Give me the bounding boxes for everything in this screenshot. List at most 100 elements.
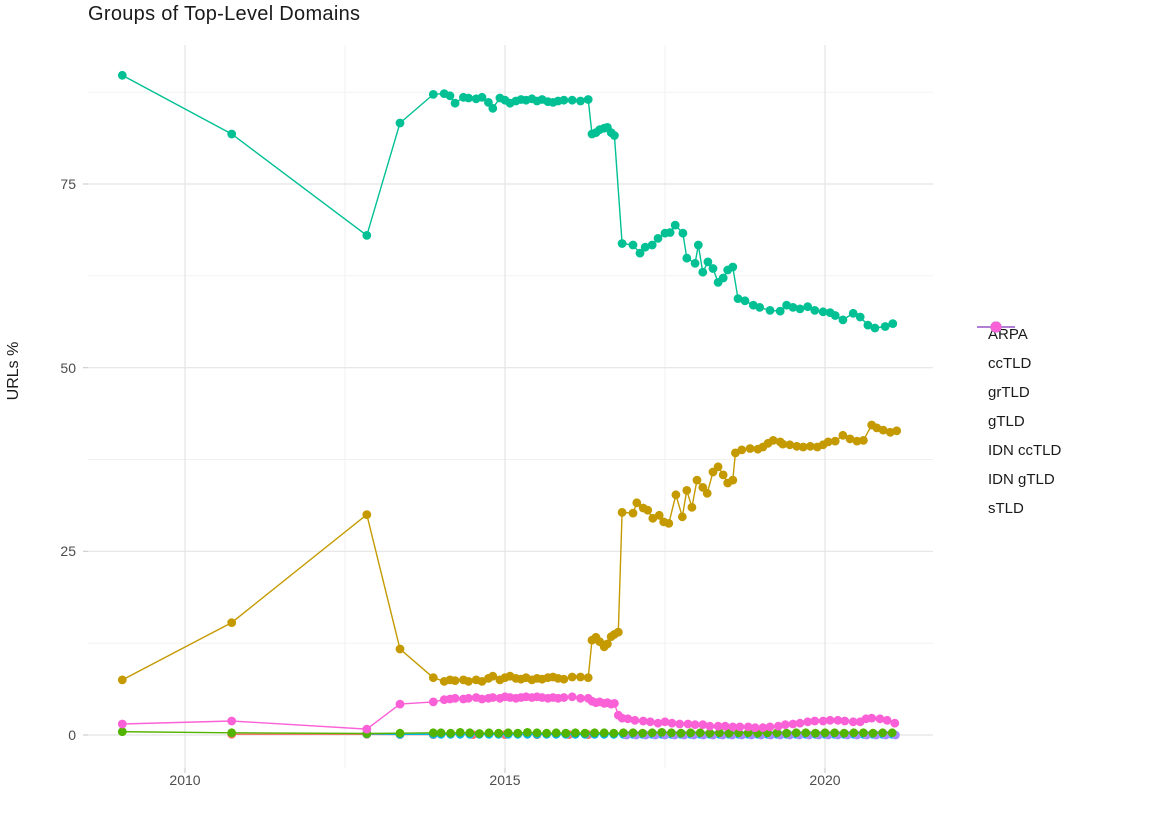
data-point (464, 693, 473, 703)
data-point (892, 426, 902, 436)
data-point (743, 722, 753, 732)
data-point (718, 273, 728, 283)
data-point (638, 716, 648, 726)
data-point (782, 728, 791, 738)
data-point (117, 719, 127, 729)
data-point (686, 728, 695, 738)
data-point (623, 714, 633, 724)
data-point (682, 253, 692, 263)
data-point (227, 728, 237, 738)
data-point (792, 441, 802, 451)
data-point (464, 677, 473, 686)
data-point (576, 693, 585, 703)
data-point (830, 436, 840, 446)
data-point (810, 716, 820, 726)
data-point (702, 488, 712, 498)
data-point (559, 95, 569, 105)
legend-item-grTLD: grTLD (976, 321, 1061, 407)
data-point (745, 444, 755, 453)
data-point (670, 220, 680, 230)
data-point (705, 728, 715, 738)
data-point (667, 718, 677, 728)
data-point (859, 728, 868, 738)
data-point (785, 440, 795, 450)
data-point (878, 425, 888, 435)
legend: ARPA ccTLD grTLD gTLD IDN ccTLD IDN gTLD sTLD (976, 320, 1061, 523)
data-point (705, 721, 715, 731)
data-point (728, 722, 738, 732)
data-point (798, 442, 808, 452)
data-point (818, 716, 828, 726)
data-point (682, 486, 692, 495)
data-point (488, 693, 498, 702)
x-tick-label: 2020 (809, 772, 841, 788)
data-point (878, 728, 887, 738)
data-point (395, 644, 405, 654)
data-point (852, 436, 862, 446)
data-point (803, 717, 813, 727)
data-point (765, 722, 775, 732)
data-point (755, 303, 765, 312)
data-point (638, 728, 647, 738)
data-point (890, 718, 900, 728)
data-point (475, 729, 484, 738)
data-point (692, 475, 702, 485)
data-point (551, 728, 561, 738)
data-point (428, 90, 438, 99)
data-point (788, 719, 798, 729)
data-point (428, 728, 438, 738)
data-point (840, 716, 850, 726)
data-point (645, 717, 655, 727)
data-point (735, 722, 745, 732)
data-point (653, 234, 663, 243)
legend-label: gTLD (988, 413, 1025, 430)
data-point (428, 697, 438, 707)
data-point (830, 728, 839, 738)
data-point (737, 445, 747, 455)
data-point (811, 728, 820, 738)
data-point (523, 728, 532, 737)
data-point (576, 672, 585, 682)
data-point (693, 240, 703, 250)
data-point (838, 430, 848, 440)
data-point (773, 721, 783, 731)
data-point (791, 728, 801, 738)
data-point (227, 129, 237, 139)
data-point (859, 436, 868, 445)
data-point (542, 728, 551, 738)
data-point (715, 728, 724, 738)
data-point (643, 505, 653, 515)
data-point (561, 728, 571, 738)
data-point (855, 312, 865, 322)
data-point (805, 441, 815, 451)
data-point (687, 502, 697, 512)
data-point (665, 228, 675, 237)
data-point (617, 508, 627, 517)
y-tick-label: 75 (60, 175, 76, 192)
data-point (695, 728, 705, 738)
data-point (590, 728, 599, 738)
data-point (676, 728, 686, 738)
data-point (464, 93, 473, 103)
legend-item-ccTLD: ccTLD (976, 321, 1061, 378)
data-point (845, 434, 855, 444)
data-point (630, 715, 640, 725)
data-point (583, 95, 593, 104)
data-point (571, 728, 580, 738)
data-point (758, 723, 768, 733)
chart-title: Groups of Top-Level Domains (88, 3, 361, 25)
data-point (484, 728, 494, 738)
data-point (580, 728, 590, 738)
data-point (654, 510, 664, 520)
data-point (653, 718, 663, 728)
data-point (395, 699, 405, 709)
data-point (778, 439, 788, 449)
data-point (628, 240, 638, 250)
y-tick-label: 0 (68, 727, 76, 743)
series-ccTLD (117, 420, 902, 686)
data-point (690, 258, 700, 268)
data-point (436, 728, 446, 738)
data-point (603, 639, 612, 649)
legend-item-sTLD: sTLD (976, 321, 1061, 523)
